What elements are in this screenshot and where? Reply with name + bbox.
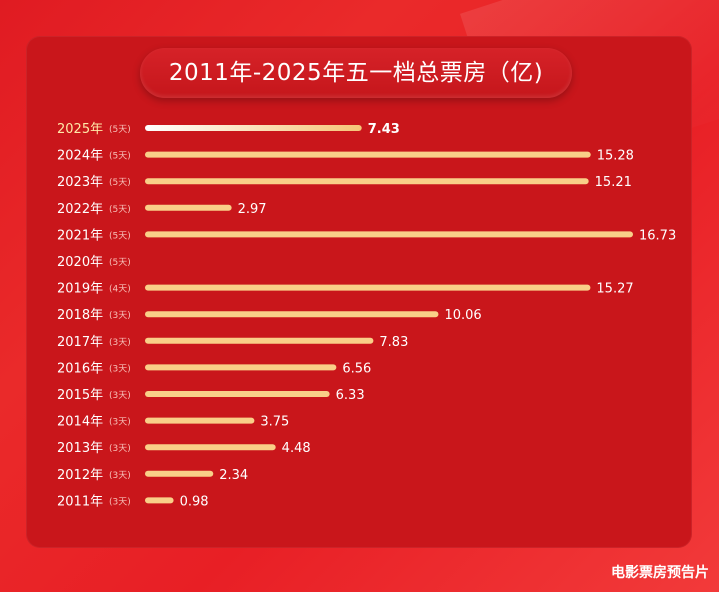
value-label: 4.48 [282, 441, 311, 456]
value-label: 7.83 [379, 335, 408, 350]
days-label: (5天) [109, 152, 131, 162]
value-label: 6.33 [336, 388, 365, 403]
bar [145, 125, 362, 131]
year-label: 2012年 [57, 468, 103, 483]
days-label: (3天) [109, 311, 131, 321]
chart-panel [26, 36, 692, 548]
value-label: 6.56 [342, 361, 371, 376]
days-label: (3天) [109, 418, 131, 428]
value-label: 2.34 [219, 468, 248, 483]
chart-title: 2011年-2025年五一档总票房（亿) [168, 60, 544, 86]
value-label: 2.97 [238, 202, 267, 217]
year-label: 2025年 [57, 122, 103, 137]
year-label: 2019年 [57, 282, 103, 297]
days-label: (5天) [109, 205, 131, 215]
days-label: (5天) [109, 231, 131, 241]
year-label: 2022年 [57, 202, 103, 217]
bar [145, 444, 276, 451]
year-label: 2017年 [57, 335, 103, 350]
days-label: (5天) [109, 178, 131, 188]
bar [145, 204, 232, 211]
days-label: (3天) [109, 391, 131, 401]
days-label: (3天) [109, 471, 131, 481]
title-pill [140, 48, 572, 98]
days-label: (3天) [109, 338, 131, 348]
days-label: (4天) [109, 285, 131, 295]
bar [145, 178, 589, 185]
year-label: 2024年 [57, 149, 103, 164]
value-label: 7.43 [368, 122, 400, 137]
value-label: 3.75 [260, 415, 289, 430]
year-label: 2011年 [57, 494, 103, 509]
bar [145, 497, 174, 504]
year-label: 2020年 [57, 255, 103, 270]
value-label: 15.27 [596, 282, 633, 297]
value-label: 15.28 [597, 149, 634, 164]
year-label: 2015年 [57, 388, 103, 403]
bar [145, 151, 591, 158]
bar [145, 284, 591, 291]
bar [145, 470, 214, 477]
chart-rows: 2025年 (5天) 7.43 2024年 (5天) 15.28 2023年 (5天) 15.2… [57, 122, 676, 509]
year-label: 2018年 [57, 308, 103, 323]
days-label: (5天) [109, 258, 131, 268]
days-label: (3天) [109, 497, 131, 507]
watermark-text: 电影票房预告片 [611, 565, 709, 581]
year-label: 2013年 [57, 441, 103, 456]
bar [145, 337, 374, 344]
bar [145, 311, 439, 318]
year-label: 2016年 [57, 361, 103, 376]
days-label: (3天) [109, 444, 131, 454]
bar [145, 231, 633, 238]
bar [145, 391, 330, 397]
year-label: 2021年 [57, 228, 103, 243]
year-label: 2023年 [57, 175, 103, 190]
days-label: (5天) [109, 125, 131, 135]
bar [145, 417, 255, 424]
value-label: 10.06 [444, 308, 481, 323]
year-label: 2014年 [57, 415, 103, 430]
value-label: 15.21 [595, 175, 632, 190]
value-label: 16.73 [639, 228, 676, 243]
days-label: (3天) [109, 364, 131, 374]
value-label: 0.98 [180, 494, 209, 509]
bar [145, 364, 337, 371]
